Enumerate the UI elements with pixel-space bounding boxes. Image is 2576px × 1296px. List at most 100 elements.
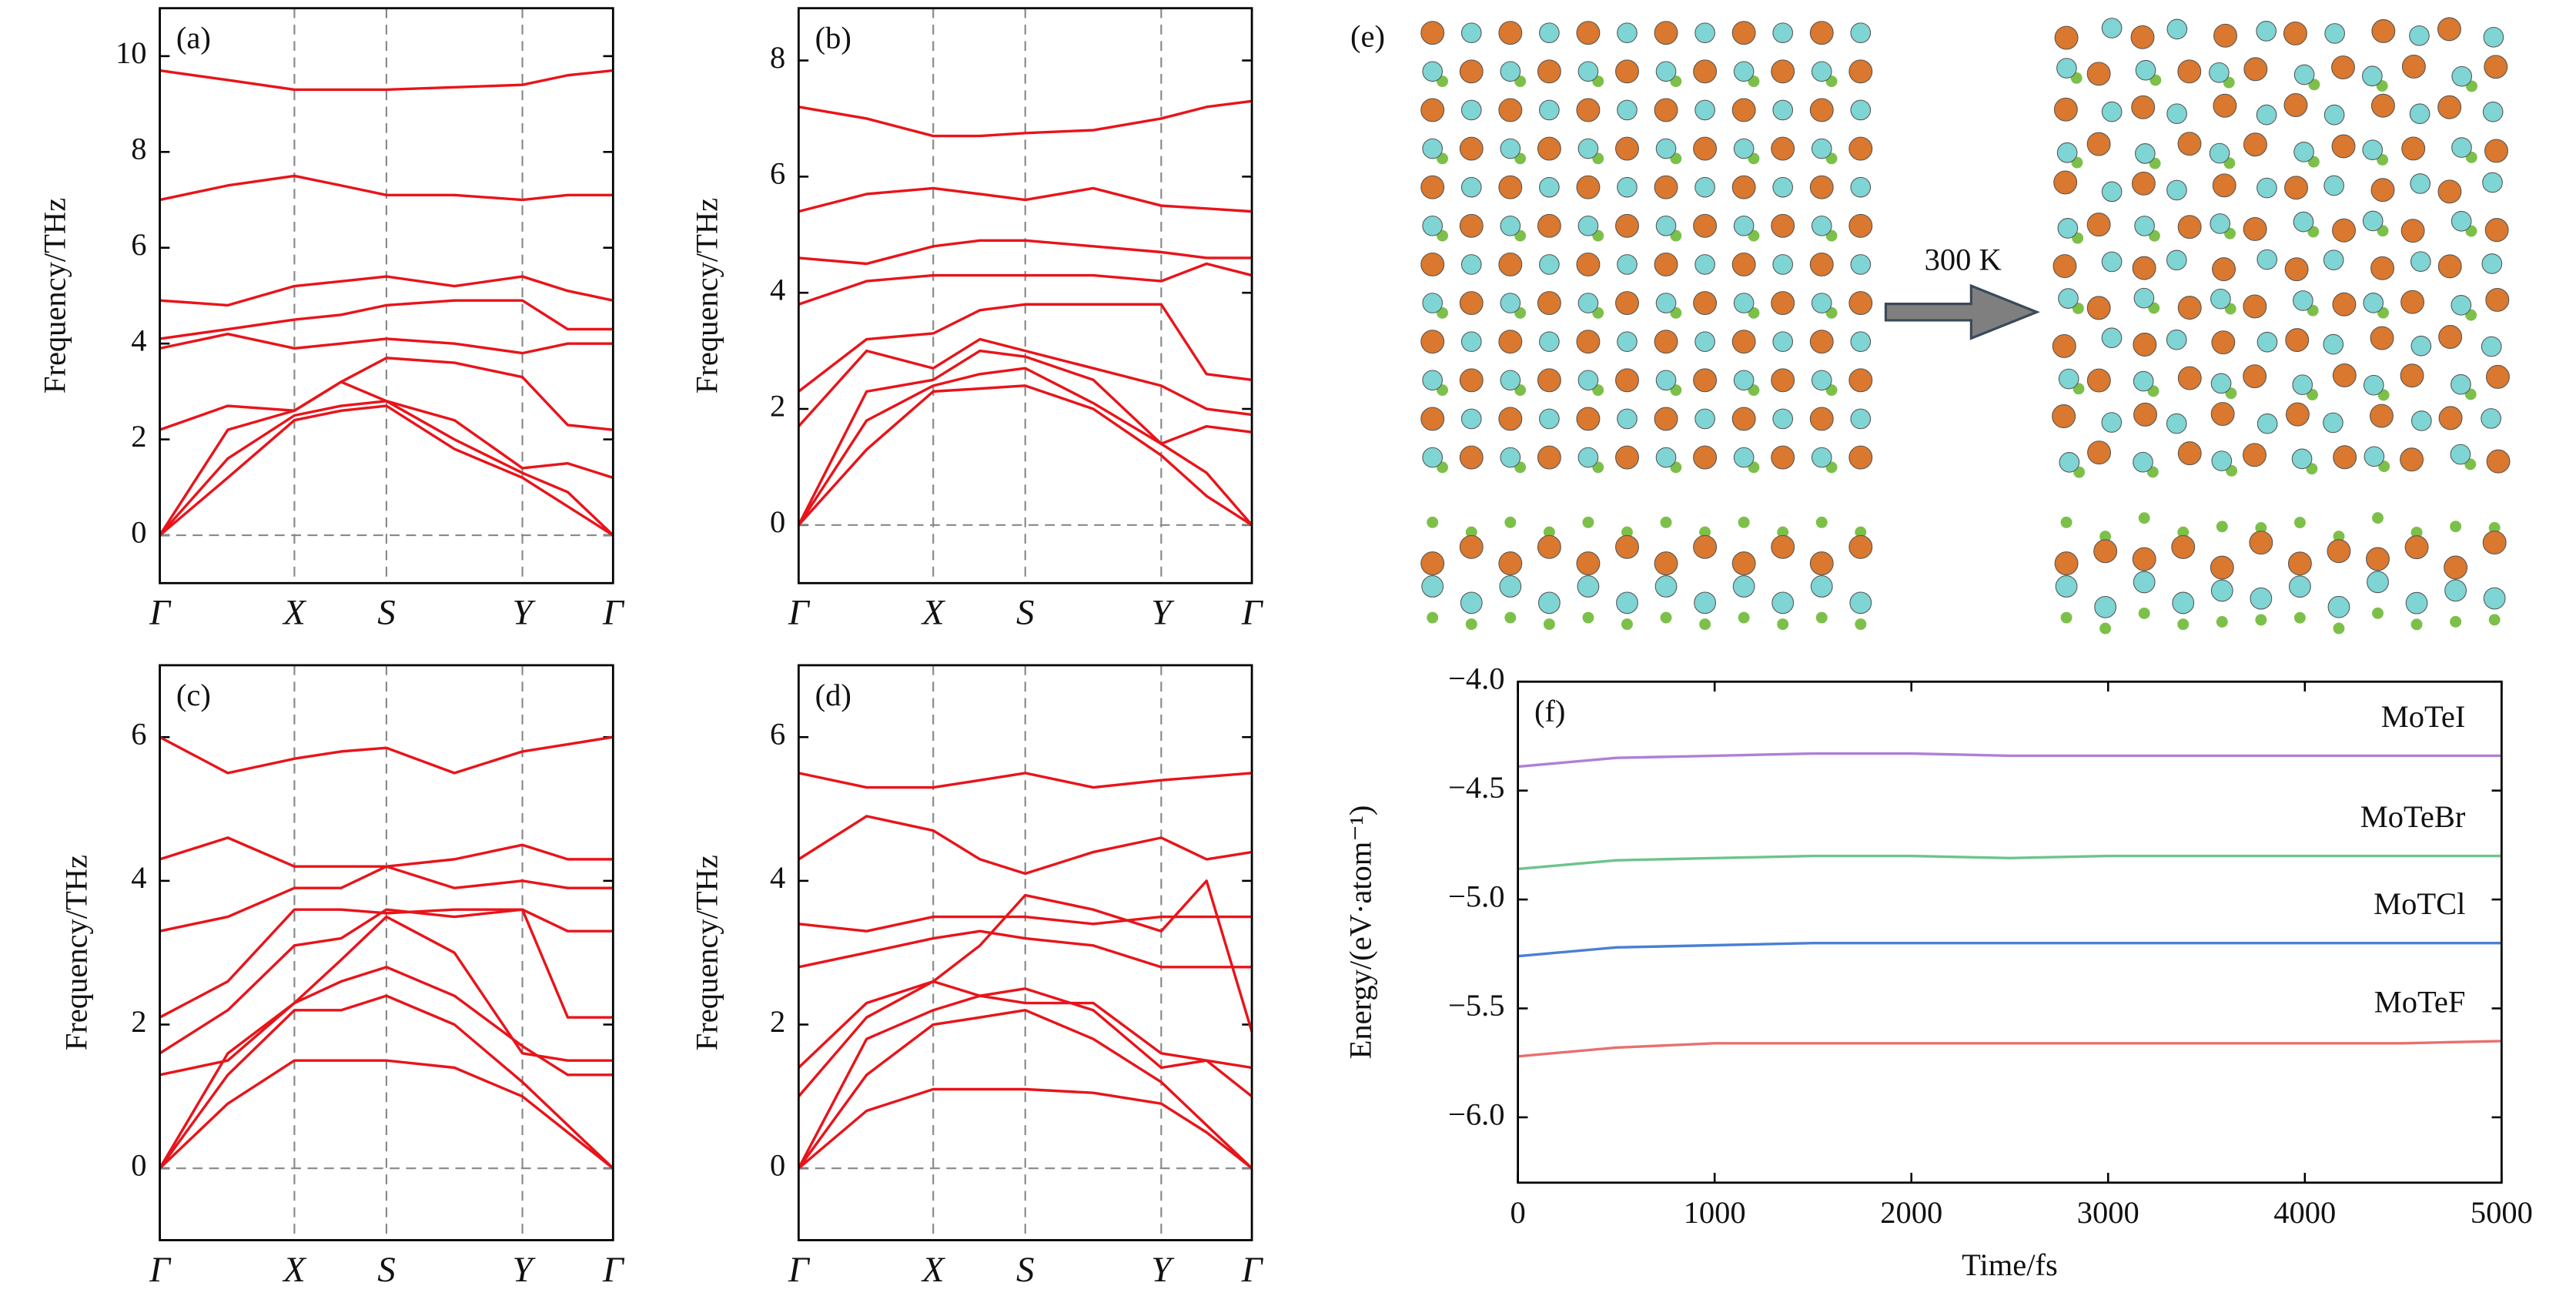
x-tick-label: Y	[513, 1250, 537, 1290]
atom	[2370, 178, 2395, 203]
atom	[1577, 138, 1599, 159]
atom	[2293, 517, 2306, 529]
atom	[1498, 330, 1523, 354]
atom	[2400, 290, 2425, 314]
atom	[2255, 522, 2267, 534]
atom	[2132, 256, 2156, 280]
y-tick-label: −4.5	[1448, 770, 1505, 805]
atom	[2488, 614, 2501, 626]
atom	[1617, 99, 1638, 121]
atom	[1460, 591, 1483, 615]
atom	[2130, 25, 2155, 49]
atom	[2133, 451, 2153, 473]
plot-frame	[797, 664, 1253, 1241]
atom	[2332, 363, 2357, 387]
x-tick-label: X	[282, 593, 307, 633]
atom	[2293, 142, 2314, 162]
atom	[2333, 445, 2357, 470]
atom	[1811, 447, 1832, 468]
atom	[1616, 591, 1638, 615]
atom	[2450, 615, 2462, 628]
atom	[2177, 296, 2202, 320]
atom	[1731, 175, 1756, 199]
atom	[1655, 61, 1677, 82]
atom	[1811, 215, 1832, 236]
panel-label: (c)	[176, 678, 211, 712]
atom	[1420, 98, 1445, 122]
atom	[2409, 25, 2430, 46]
atom	[2255, 614, 2267, 626]
atom	[2054, 25, 2079, 50]
atom	[1738, 516, 1750, 528]
atom	[1815, 611, 1828, 624]
atom	[2243, 216, 2267, 241]
x-tick-label: X	[282, 1250, 307, 1290]
atom	[2134, 143, 2156, 164]
atom	[2438, 325, 2463, 349]
atom	[1460, 22, 1482, 43]
band-line	[159, 69, 614, 92]
structure-panel: (e) 300 K	[1350, 17, 2511, 635]
atom	[1731, 407, 1756, 431]
atom	[2166, 18, 2188, 40]
band-line	[798, 303, 1253, 393]
atom	[1499, 575, 1522, 598]
band-line	[798, 186, 1253, 213]
atom	[2209, 62, 2230, 83]
atom	[1655, 293, 1677, 313]
atom	[1459, 136, 1484, 161]
atom	[1731, 252, 1756, 276]
atom	[2133, 287, 2155, 309]
atom	[2177, 618, 2190, 631]
band-line	[797, 349, 1253, 526]
atom	[2094, 595, 2117, 618]
atom	[2256, 21, 2277, 42]
atom	[2138, 512, 2150, 524]
y-axis-label: Frequency/THz	[689, 198, 724, 393]
plot-frame	[159, 7, 614, 584]
atom	[2285, 402, 2310, 427]
atom	[1500, 370, 1521, 391]
atom	[1771, 591, 1795, 615]
atom	[2099, 622, 2112, 635]
band-line	[159, 908, 614, 1055]
atom	[2058, 288, 2079, 309]
x-tick-label: X	[921, 593, 946, 633]
atom	[2484, 218, 2509, 243]
atom	[2087, 440, 2112, 465]
atom	[2257, 177, 2277, 199]
atom	[1459, 445, 1484, 470]
atom	[2409, 103, 2430, 125]
band-line	[798, 262, 1253, 306]
atom	[1850, 408, 1872, 430]
atom	[2488, 521, 2501, 534]
atom	[2333, 531, 2345, 542]
atom	[1617, 331, 1638, 353]
atom	[1771, 534, 1795, 559]
atom	[2216, 616, 2228, 628]
atom	[2323, 104, 2345, 126]
band-line	[798, 929, 1253, 969]
band-line	[159, 1059, 614, 1170]
band-line	[159, 174, 614, 202]
atom	[2052, 404, 2076, 428]
atom	[1731, 330, 1756, 354]
band-line	[1517, 752, 2502, 769]
atom	[1848, 291, 1873, 316]
x-tick-label: Γ	[1241, 1250, 1264, 1290]
x-tick-label: S	[377, 593, 395, 633]
band-line	[159, 735, 614, 775]
atom	[1422, 293, 1444, 313]
atom	[2450, 521, 2462, 533]
atom	[1420, 21, 1445, 45]
atom	[1422, 61, 1444, 82]
atom	[2059, 452, 2080, 473]
atom	[1427, 516, 1439, 528]
y-tick-label: 6	[770, 156, 785, 191]
atom	[2134, 216, 2155, 236]
atom	[1733, 370, 1755, 391]
atom	[1811, 293, 1832, 313]
atom	[1771, 59, 1795, 84]
arrow	[1884, 283, 2040, 340]
atom	[2171, 534, 2196, 559]
